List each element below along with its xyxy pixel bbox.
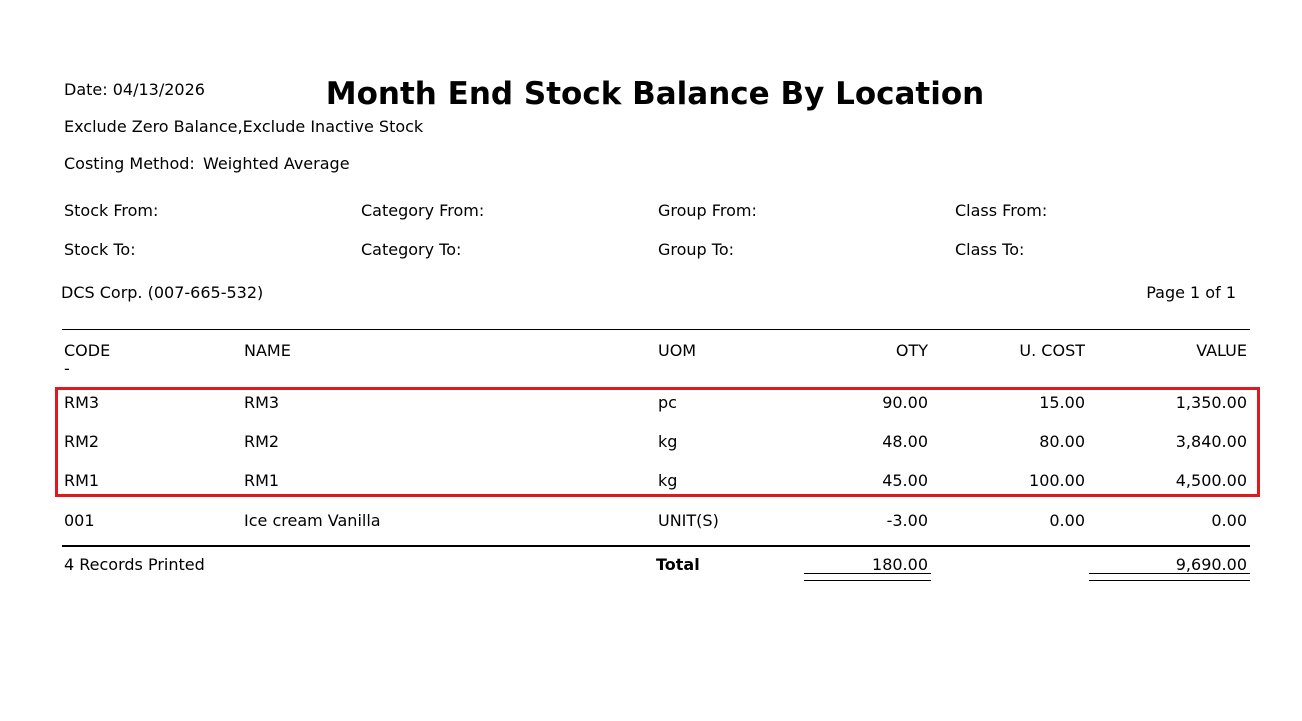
total-qty-underline [804, 573, 931, 574]
col-header-value: VALUE [1196, 341, 1247, 356]
stock-to-label: Stock To: [64, 240, 136, 259]
table-top-rule [62, 329, 1250, 330]
table-row-value: 4,500.00 [1175, 471, 1247, 490]
costing-label: Costing Method: [64, 154, 195, 173]
stock-from-label: Stock From: [64, 201, 159, 220]
date-label: Date: [64, 80, 108, 99]
class-to-label: Class To: [955, 240, 1025, 259]
table-row-qty: 48.00 [882, 432, 928, 451]
table-row-qty: -3.00 [886, 511, 928, 530]
date-line: Date: 04/13/2026 [64, 80, 205, 100]
header-dash: - [64, 359, 70, 378]
table-row-qty: 90.00 [882, 393, 928, 412]
table-row-value: 3,840.00 [1175, 432, 1247, 451]
class-from-label: Class From: [955, 201, 1048, 220]
total-label: Total [656, 555, 700, 574]
table-row-name: RM1 [244, 471, 280, 490]
table-row-code: 001 [64, 511, 95, 530]
table-row-ucost: 100.00 [1029, 471, 1085, 490]
total-qty-underline-2 [804, 580, 931, 581]
table-row-name: Ice cream Vanilla [244, 511, 381, 530]
table-row-name: RM3 [244, 393, 280, 412]
table-bottom-rule [62, 545, 1250, 547]
total-value-underline-2 [1089, 580, 1250, 581]
table-row-value: 1,350.00 [1175, 393, 1247, 412]
table-row-uom: kg [658, 432, 678, 451]
table-row-uom: pc [658, 393, 677, 412]
page-info: Page 1 of 1 [1146, 283, 1236, 302]
date-value: 04/13/2026 [112, 80, 205, 99]
filter-text: Exclude Zero Balance,Exclude Inactive St… [64, 117, 424, 136]
group-to-label: Group To: [658, 240, 735, 259]
total-qty: 180.00 [872, 555, 928, 574]
table-row-code: RM1 [64, 471, 100, 490]
table-row-uom: kg [658, 471, 678, 490]
table-row-uom: UNIT(S) [658, 511, 719, 530]
total-value-underline [1089, 573, 1250, 574]
company-name: DCS Corp. (007-665-532) [61, 283, 264, 302]
table-row-ucost: 15.00 [1039, 393, 1085, 412]
records-printed: 4 Records Printed [64, 555, 205, 574]
table-row-value: 0.00 [1211, 511, 1247, 530]
col-header-ucost: U. COST [1019, 341, 1085, 356]
table-row-ucost: 0.00 [1049, 511, 1085, 530]
category-to-label: Category To: [361, 240, 462, 259]
report-title: Month End Stock Balance By Location [325, 76, 985, 112]
group-from-label: Group From: [658, 201, 757, 220]
highlight-box [55, 387, 1260, 497]
category-from-label: Category From: [361, 201, 485, 220]
col-header-qty: QTY [895, 341, 928, 356]
table-row-code: RM2 [64, 432, 100, 451]
costing-value: Weighted Average [203, 154, 350, 173]
col-header-uom: UOM [658, 341, 697, 356]
table-row-ucost: 80.00 [1039, 432, 1085, 451]
total-value: 9,690.00 [1175, 555, 1247, 574]
table-row-code: RM3 [64, 393, 100, 412]
col-header-code: CODE [64, 341, 111, 356]
table-row-name: RM2 [244, 432, 280, 451]
table-row-qty: 45.00 [882, 471, 928, 490]
col-header-name: NAME [244, 341, 291, 356]
